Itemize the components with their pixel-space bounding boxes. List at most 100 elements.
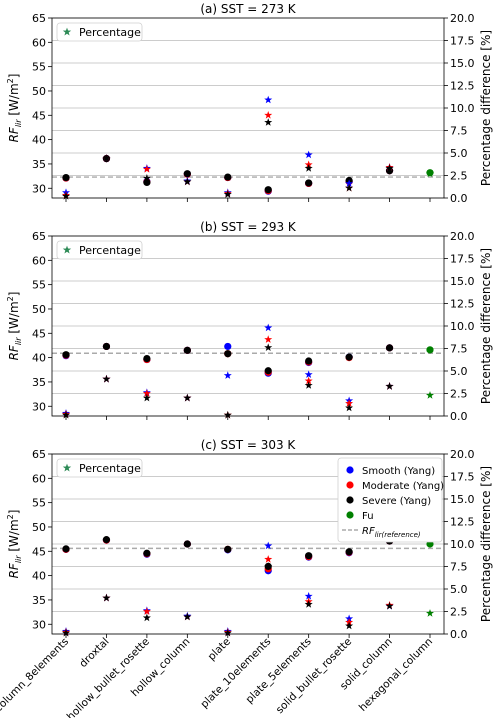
right-axis-label: Percentage difference [%]: [479, 248, 493, 404]
percentage-star: [385, 601, 394, 610]
left-axis-label-main: RF: [7, 562, 21, 578]
percentage-star: [183, 393, 192, 402]
right-tick-label: 7.5: [450, 125, 468, 138]
left-axis-label-main: RF: [7, 126, 21, 142]
percentage-star: [223, 628, 232, 637]
x-category-label: solid_bullet_rosette: [274, 636, 354, 716]
percentage-legend-star: [62, 463, 72, 472]
right-tick-label: 15.0: [450, 275, 475, 288]
rf-point: [224, 342, 232, 351]
percentage-star: [62, 628, 70, 637]
right-tick-label: 12.5: [450, 80, 475, 93]
percentage-star: [264, 335, 273, 343]
rf-point: [102, 536, 111, 544]
rf-point: [183, 346, 191, 354]
legend-label: Moderate (Yang): [362, 481, 444, 492]
series-legend: Smooth (Yang) Moderate (Yang) Severe (Yang…: [337, 457, 444, 543]
percentage-legend-box: [56, 458, 143, 478]
rf-point: [224, 173, 232, 181]
left-axis-label-end: ]: [7, 510, 21, 515]
left-axis-label-sub: lir: [14, 555, 23, 563]
right-tick-label: 2.5: [450, 170, 468, 183]
left-tick-label: 40: [32, 134, 46, 147]
right-tick-label: 12.5: [450, 516, 475, 529]
left-tick-label: 45: [32, 109, 46, 122]
percentage-star: [102, 154, 111, 162]
right-tick-label: 5.0: [450, 147, 468, 160]
percentage-star: [223, 410, 232, 419]
rf-point: [385, 344, 394, 352]
left-tick-label: 50: [32, 303, 46, 316]
percentage-star: [304, 164, 313, 172]
left-axis-label-unit: [W/m: [7, 301, 21, 337]
legend-marker: [346, 511, 354, 519]
left-tick-label: 35: [32, 376, 46, 389]
percentage-star: [183, 612, 192, 621]
panel-title: (a) SST = 273 K: [200, 2, 296, 16]
percentage-star: [345, 403, 354, 412]
left-axis-label: RFlir [W/m2]: [6, 510, 23, 579]
left-axis-label-sup: 2: [6, 514, 15, 519]
rf-point: [264, 367, 272, 375]
left-axis-label-unit: [W/m: [7, 519, 21, 555]
percentage-star: [345, 183, 354, 192]
percentage-star: [304, 370, 313, 378]
percentage-star: [142, 174, 151, 182]
percentage-star: [304, 600, 313, 608]
percentage-star: [426, 391, 434, 399]
left-axis-label: RFlir [W/m2]: [6, 74, 23, 143]
right-tick-label: 15.0: [450, 493, 475, 506]
right-axis-label: Percentage difference [%]: [479, 30, 493, 186]
percentage-star: [142, 389, 151, 397]
percentage-star: [264, 541, 273, 550]
percentage-star: [183, 177, 192, 186]
percentage-star: [304, 592, 313, 600]
percentage-star: [385, 382, 394, 390]
percentage-legend-label: Percentage: [79, 462, 141, 475]
left-tick-label: 50: [32, 85, 46, 98]
legend-marker: [346, 466, 354, 474]
x-category-label: droxtal: [77, 636, 111, 670]
left-tick-label: 65: [32, 230, 46, 243]
left-axis-label: RFlir [W/m2]: [6, 292, 23, 361]
panel-title: (b) SST = 293 K: [200, 220, 297, 234]
percentage-legend-box: [56, 240, 143, 260]
percentage-legend-star: [62, 245, 72, 254]
rf-point: [224, 545, 232, 553]
right-tick-label: 7.5: [450, 343, 468, 356]
left-tick-label: 50: [32, 521, 46, 534]
percentage-star: [385, 164, 394, 172]
percentage-star: [426, 169, 434, 178]
percentage-legend-label: Percentage: [79, 244, 141, 257]
legend-label: Severe (Yang): [362, 496, 431, 507]
rf-point: [183, 170, 191, 178]
left-tick-label: 35: [32, 594, 46, 607]
right-tick-label: 15.0: [450, 57, 475, 70]
rf-point: [264, 186, 272, 194]
panel-1: (a) SST = 273 K 30 35 40 45 50 55 60 65 0.0 2.5 5.0…: [6, 2, 493, 205]
panel-2: (b) SST = 293 K 30 35 40 45 50 55 60 65 0.0 2.5 5.0…: [6, 220, 493, 423]
legend-label: Fu: [362, 511, 374, 522]
left-tick-label: 35: [32, 158, 46, 171]
rf-point: [143, 549, 151, 557]
left-tick-label: 45: [32, 545, 46, 558]
left-axis-label-sub: lir: [14, 337, 23, 345]
rf-point: [143, 354, 151, 363]
percentage-star: [264, 343, 273, 351]
right-tick-label: 20.0: [450, 448, 475, 461]
left-tick-label: 60: [32, 36, 46, 49]
percentage-star: [304, 381, 313, 389]
rf-point: [62, 351, 70, 359]
left-axis-label-main: RF: [7, 344, 21, 360]
percentage-legend-label: Percentage: [79, 26, 141, 39]
percentage-star: [102, 374, 111, 383]
percentage-star: [102, 593, 111, 602]
rf-point: [224, 350, 232, 358]
left-axis-label-sub: lir: [14, 119, 23, 127]
right-tick-label: 7.5: [450, 561, 468, 574]
rf-point: [62, 173, 70, 182]
left-tick-label: 55: [32, 61, 46, 74]
left-tick-label: 65: [32, 448, 46, 461]
legend-label-sub: lir(reference): [375, 531, 421, 539]
